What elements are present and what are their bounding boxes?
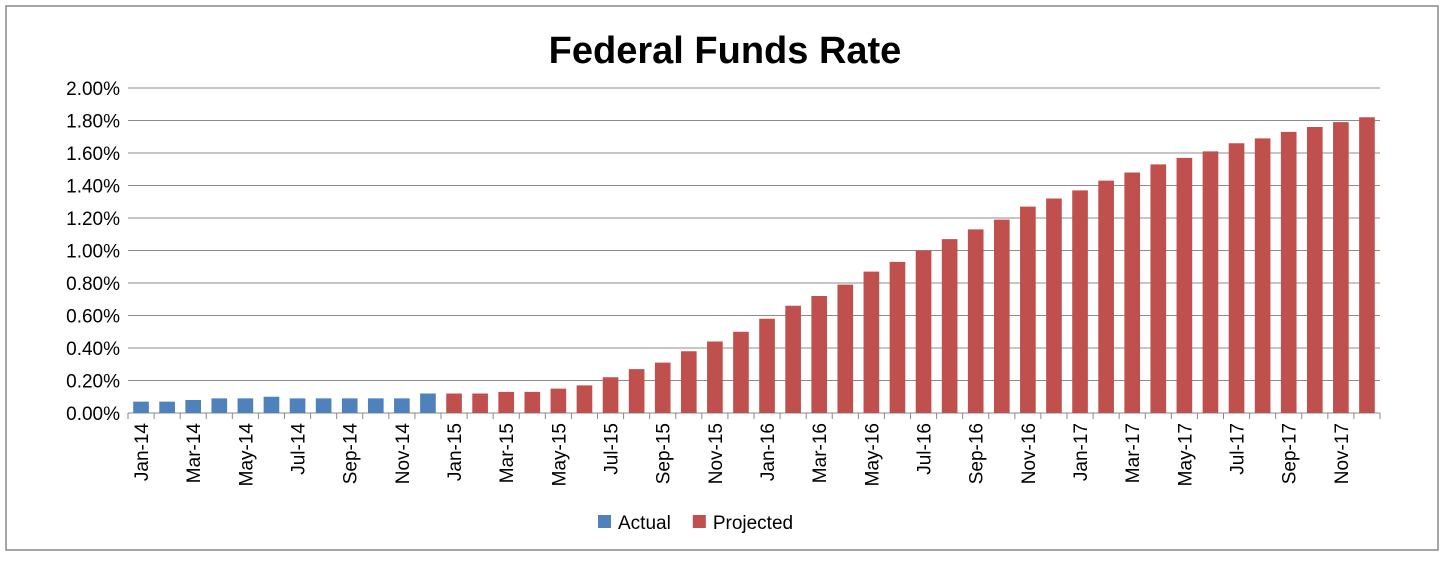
y-tick-label: 0.60% [66,307,120,328]
bar [394,398,410,413]
bar [341,398,358,413]
x-tick-label: Sep-14 [341,423,362,485]
bar [1254,138,1271,413]
x-tick-label: May-15 [549,423,570,486]
x-tick-label: Nov-15 [706,423,727,484]
bar [967,229,984,413]
bar [1098,180,1114,413]
y-tick-label: 1.40% [66,177,120,198]
y-tick-label: 1.20% [66,209,120,230]
bar [993,219,1010,413]
y-tick-label: 1.60% [66,144,120,165]
x-tick-label: May-16 [862,423,883,486]
bar [237,398,254,413]
bar [811,296,828,413]
y-tick-label: 0.00% [66,404,120,425]
bar [628,369,645,413]
x-tick-label: Jul-16 [915,423,936,475]
bar [159,401,175,413]
bar [498,391,515,413]
bar [1306,127,1323,413]
legend-label: Projected [713,513,793,534]
bar [680,351,697,413]
chart-border [5,5,1439,551]
bar [654,362,671,413]
x-tick-label: Nov-16 [1019,423,1040,484]
bar [315,398,332,413]
x-tick-label: Jul-15 [602,423,623,475]
bar [707,341,723,413]
bar [863,271,880,413]
x-tick-label: Mar-16 [810,423,831,483]
y-tick-label: 1.80% [66,112,120,133]
x-tick-label: Jan-17 [1071,423,1092,481]
bar [759,318,775,413]
x-tick-label: Mar-15 [497,423,518,483]
y-tick-label: 2.00% [66,79,120,100]
x-tick-label: May-17 [1175,423,1196,486]
bar [941,239,958,413]
bar [785,305,801,413]
y-tick-label: 0.80% [66,274,120,295]
chart-title: Federal Funds Rate [549,30,902,72]
x-tick-label: Jul-14 [289,423,310,475]
legend-swatch [692,515,706,528]
x-tick-label: May-14 [236,423,257,487]
bar [211,398,228,413]
x-tick-label: Jan-15 [445,423,466,481]
bar [915,250,932,413]
bar [446,393,462,413]
y-tick-label: 0.40% [66,339,120,360]
x-tick-label: Jan-16 [758,423,779,481]
x-tick-label: Sep-17 [1280,423,1301,484]
bar [367,398,384,413]
bar [889,261,906,413]
bar [472,393,488,413]
bar [837,284,854,413]
legend-swatch [598,515,611,528]
bar [1124,172,1141,413]
bar [1072,190,1088,413]
x-tick-label: Sep-15 [654,423,675,484]
x-tick-label: Mar-17 [1123,423,1144,483]
x-tick-label: Jan-14 [132,423,153,482]
bar [524,391,541,413]
legend-label: Actual [618,513,671,534]
bar [1228,143,1245,413]
bar [733,331,749,413]
bar [1280,131,1297,413]
bar [420,393,436,413]
bar [1150,164,1167,413]
bar [263,396,280,413]
bar [289,398,306,413]
x-tick-label: Nov-14 [393,423,414,485]
bar [1046,198,1062,413]
y-tick-label: 1.00% [66,242,120,263]
bar [1359,117,1375,413]
bar [1202,151,1219,413]
x-tick-label: Mar-14 [184,423,205,484]
bar [576,385,593,413]
x-tick-label: Jul-17 [1228,423,1249,475]
bar [550,388,567,413]
x-tick-label: Sep-16 [967,423,988,484]
bar [1020,206,1036,413]
bar [185,400,202,413]
bar [1176,157,1193,413]
bar [133,401,149,413]
x-tick-label: Nov-17 [1332,423,1353,484]
bar [602,377,619,413]
bar [1333,122,1349,413]
y-tick-label: 0.20% [66,372,120,393]
